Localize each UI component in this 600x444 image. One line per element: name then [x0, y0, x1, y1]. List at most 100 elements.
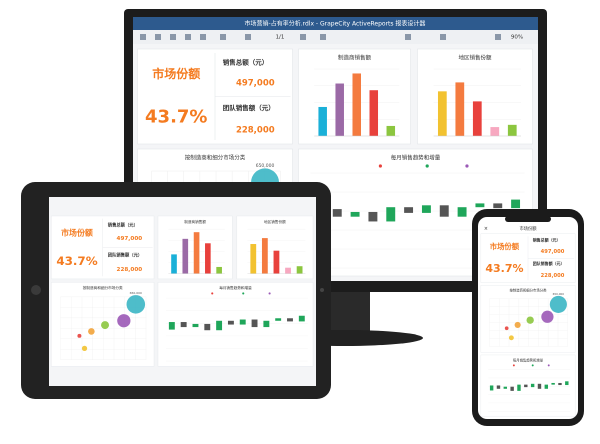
window-title: 市场营销-占有率分析.rdlx - GrapeCity ActiveReport…: [245, 20, 426, 28]
waterfall-bar: [251, 319, 258, 328]
bar: [318, 106, 327, 136]
kpi-value: 228,000: [236, 125, 275, 135]
phone-close[interactable]: ×: [484, 226, 488, 232]
waterfall-bar: [530, 383, 535, 388]
bar: [261, 238, 268, 274]
waterfall-bar: [386, 207, 396, 222]
bar: [273, 250, 280, 274]
tablet-camera: [320, 288, 324, 292]
kpi-title: 市场份额: [61, 227, 93, 237]
chart-title: 按制造商和细分市场分类: [185, 154, 246, 162]
waterfall-bar: [404, 207, 414, 213]
bar: [490, 127, 500, 136]
tool-icon[interactable]: [320, 34, 326, 40]
kpi-label: 销售总额（元）: [223, 57, 269, 66]
zoom-level: 90%: [511, 35, 523, 41]
bubble-label: 650,000: [130, 291, 142, 295]
bar: [296, 266, 303, 274]
waterfall-bar: [298, 315, 305, 322]
waterfall-bar: [275, 318, 282, 321]
legend-dot: [211, 292, 214, 295]
waterfall-bar: [457, 207, 467, 217]
panel: [480, 354, 576, 417]
kpi-value: 497,000: [236, 79, 275, 89]
phone-notch: [505, 216, 551, 222]
waterfall-bar: [565, 381, 569, 386]
waterfall-bar: [332, 209, 342, 217]
legend-dot: [465, 164, 469, 168]
chart-title: 地区销售份额: [264, 219, 286, 224]
waterfall-bar: [544, 384, 549, 389]
tool-icon[interactable]: [440, 34, 446, 40]
waterfall-bar: [192, 323, 199, 328]
kpi-value: 497,000: [541, 249, 565, 255]
bar: [507, 124, 517, 136]
bar: [216, 266, 222, 274]
waterfall-bar: [524, 384, 528, 388]
waterfall-bar: [493, 203, 503, 209]
kpi-label: 团队销售额（元）: [108, 251, 142, 258]
waterfall-bar: [511, 199, 521, 209]
waterfall-bar: [204, 323, 211, 331]
bar: [250, 244, 257, 274]
bubble: [117, 314, 131, 328]
tool-icon[interactable]: [220, 34, 226, 40]
tool-icon[interactable]: [300, 34, 306, 40]
tool-icon[interactable]: [140, 34, 146, 40]
kpi-value: 228,000: [117, 267, 143, 273]
tool-icon[interactable]: [200, 34, 206, 40]
tablet-home-button[interactable]: [31, 285, 41, 295]
waterfall-bar: [421, 205, 431, 213]
kpi-title: 市场份额: [490, 242, 520, 251]
phone-title: 市场份额: [519, 225, 537, 232]
tool-icon[interactable]: [185, 34, 191, 40]
legend-dot: [531, 364, 534, 367]
kpi-title: 市场份额: [152, 66, 200, 81]
waterfall-bar: [368, 211, 378, 222]
chart-title: 按制造商和细分市场分类: [510, 288, 548, 293]
legend-dot: [425, 164, 429, 168]
kpi-label: 团队销售额（元）: [533, 261, 565, 266]
waterfall-bar: [287, 318, 293, 322]
title-bar: [133, 17, 538, 30]
chart-title: 每月销售趋势和增量: [391, 154, 441, 162]
tool-icon[interactable]: [245, 34, 251, 40]
bubble: [508, 335, 514, 341]
chart-title: 每月销售趋势和增量: [513, 357, 544, 362]
monitor-dashboard: 市场份额 43.7% 销售总额（元） 497,000 团队销售额（元） 228,000 制造…: [137, 48, 533, 277]
chart-title: 地区销售份额: [458, 54, 492, 62]
kpi-share: 43.7%: [485, 262, 523, 275]
waterfall-bar: [489, 385, 494, 391]
bubble-label: 650,000: [553, 292, 565, 296]
phone-dashboard: 市场份额 × 市场份额 43.7% 销售总额（元） 497,000 团队销售额（元） 22…: [480, 225, 576, 417]
bar: [171, 254, 177, 274]
waterfall-bar: [517, 384, 521, 391]
bubble: [504, 326, 509, 331]
legend-dot: [268, 292, 271, 295]
waterfall-bar: [551, 382, 555, 385]
bubble: [541, 310, 554, 323]
kpi-label: 团队销售额（元）: [223, 103, 275, 112]
bar: [437, 91, 447, 136]
chart-title: 按制造商和细分市场分类: [83, 285, 123, 290]
bar: [285, 267, 291, 274]
waterfall-bar: [558, 382, 562, 386]
bar: [352, 73, 361, 136]
tool-icon[interactable]: [405, 34, 411, 40]
waterfall-bar: [537, 383, 542, 389]
bubble: [549, 295, 567, 313]
bar: [472, 101, 482, 136]
tool-icon[interactable]: [155, 34, 161, 40]
waterfall-bar: [180, 322, 187, 328]
bar: [335, 83, 344, 136]
waterfall-bar: [496, 385, 501, 389]
bubble: [526, 316, 534, 324]
kpi-label: 销售总额（元）: [533, 238, 561, 243]
kpi-value: 228,000: [541, 273, 565, 279]
tool-icon[interactable]: [170, 34, 176, 40]
waterfall-bar: [439, 205, 449, 217]
tool-icon[interactable]: [495, 34, 501, 40]
bubble-label: 650,000: [256, 163, 275, 169]
bar: [455, 82, 465, 136]
